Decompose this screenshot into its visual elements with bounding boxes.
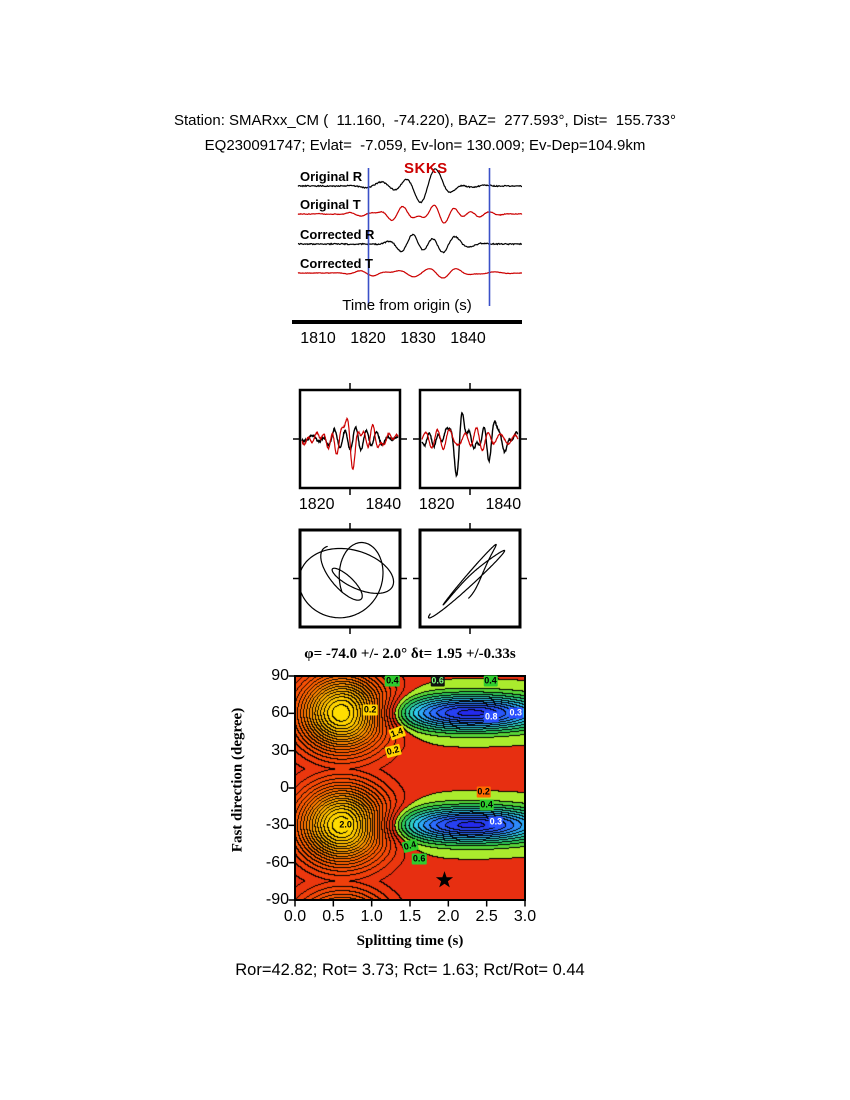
contour-value-label: 0.3 <box>488 816 504 828</box>
contour-value-label: 2.0 <box>338 819 353 831</box>
zoom-panel-1-frame <box>298 388 402 490</box>
time-axis-tick-label: 1810 <box>300 330 336 347</box>
zoom-tick-label: 1840 <box>365 496 402 513</box>
particle-motion-curve-1 <box>300 541 395 619</box>
contour-x-tick-label: 2.0 <box>437 908 460 925</box>
contour-value-label: 0.6 <box>411 853 427 865</box>
contour-x-tick-label: 0.5 <box>322 908 345 925</box>
result-summary: Ror=42.82; Rot= 3.73; Rct= 1.63; Rct/Rot… <box>235 961 585 979</box>
particle-panel-1-frame <box>298 528 402 629</box>
station-header: Station: SMARxx_CM ( 11.160, -74.220), B… <box>174 112 676 129</box>
particle-motion-curve-2 <box>427 543 506 619</box>
contour-y-tick-label: 30 <box>271 741 289 759</box>
zoom-waveform-t-1 <box>301 417 399 471</box>
time-axis-tick-label: 1820 <box>350 330 386 347</box>
time-axis-line <box>292 320 522 324</box>
contour-y-tick-label: -30 <box>265 816 289 834</box>
trace-label-original-r: Original R <box>300 169 363 184</box>
contour-value-label: 0.2 <box>476 786 491 798</box>
contour-value-label: 0.4 <box>483 675 498 687</box>
particle-panel-2-frame <box>418 528 522 629</box>
contour-x-tick-label: 1.5 <box>398 908 422 925</box>
contour-x-axis-title: Splitting time (s) <box>356 933 464 949</box>
contour-x-tick-label: 0.0 <box>283 908 307 925</box>
contour-y-tick-label: 0 <box>280 779 289 796</box>
contour-value-label: 0.4 <box>385 675 400 687</box>
contour-x-tick-label: 1.0 <box>360 908 383 925</box>
zoom-tick-label: 1820 <box>418 496 455 513</box>
zoom-tick-label: 1840 <box>485 496 522 513</box>
event-header: EQ230091747; Evlat= -7.059, Ev-lon= 130.… <box>204 137 646 154</box>
zoom-waveform-r-2 <box>421 411 519 479</box>
contour-y-tick-label: -60 <box>265 853 289 871</box>
zoom-panel-2-frame <box>418 388 522 490</box>
trace-label-corrected-r: Corrected R <box>300 227 375 242</box>
contour-y-axis-title: Fast direction (degree) <box>229 707 246 853</box>
contour-x-tick-label: 2.5 <box>475 908 498 925</box>
contour-title: φ= -74.0 +/- 2.0° δt= 1.95 +/-0.33s <box>304 646 516 662</box>
trace-label-corrected-t: Corrected T <box>300 256 373 271</box>
zoom-waveform-t-2 <box>421 426 519 452</box>
phase-label: SKKS <box>404 160 448 177</box>
contour-x-tick-label: 3.0 <box>513 908 537 925</box>
trace-label-original-t: Original T <box>300 197 361 212</box>
time-axis-tick-label: 1830 <box>400 330 436 347</box>
time-axis-tick-label: 1840 <box>450 330 486 347</box>
contour-value-label: 0.3 <box>508 707 524 719</box>
contour-value-label: 0.4 <box>479 799 494 811</box>
time-axis-label: Time from origin (s) <box>342 297 472 314</box>
contour-value-label: 0.6 <box>430 675 445 687</box>
zoom-waveform-r-1 <box>301 425 399 453</box>
zoom-tick-label: 1820 <box>298 496 335 513</box>
contour-y-tick-label: -90 <box>265 891 289 908</box>
contour-y-tick-label: 60 <box>271 704 289 722</box>
contour-value-label: 0.8 <box>484 711 499 723</box>
contour-value-label: 0.2 <box>362 704 378 716</box>
contour-y-tick-label: 90 <box>271 667 289 684</box>
